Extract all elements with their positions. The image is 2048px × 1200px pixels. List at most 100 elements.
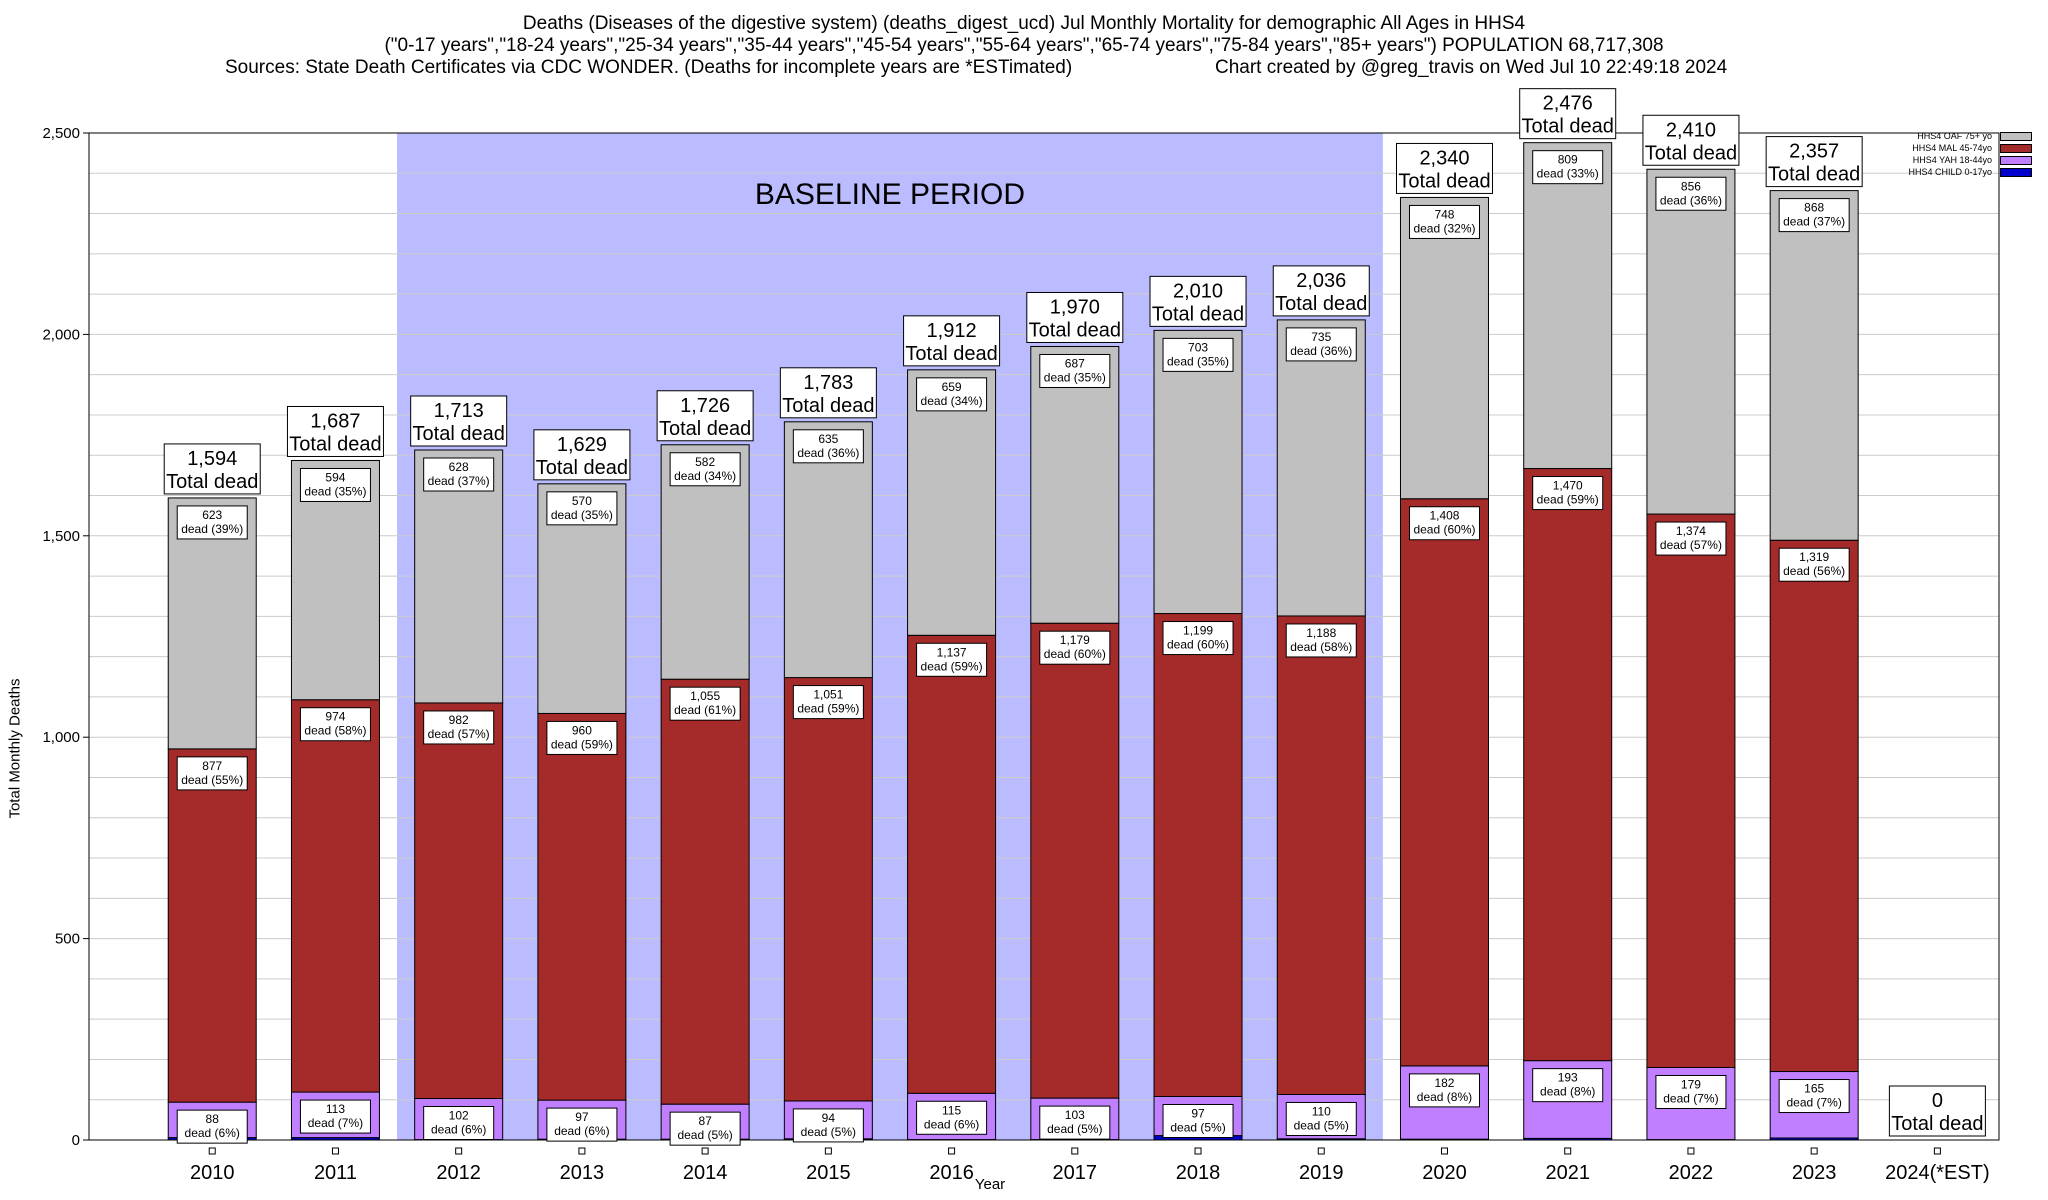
segment-data-label-text: dead (59%) — [921, 659, 983, 673]
y-axis-label-wrap: Total Monthly Deaths — [0, 678, 30, 818]
segment-data-label-box — [1778, 198, 1850, 233]
segment-data-label-box — [299, 707, 371, 742]
x-tick-label: 2010 — [190, 1162, 235, 1184]
segment-data-label-box — [423, 710, 495, 745]
segment-data-label-box — [299, 1099, 371, 1134]
total-label-box — [656, 390, 754, 442]
segment-data-label-text: 87 — [698, 1114, 712, 1128]
segment-data-label-box — [916, 377, 988, 412]
total-label-text: Total dead — [413, 423, 505, 445]
legend-entry: HHS4 MAL 45-74yo — [1840, 142, 2040, 154]
y-tick-label: 2,000 — [42, 326, 80, 343]
bar-segment — [907, 369, 997, 636]
chart-credit: Chart created by @greg_travis on Wed Jul… — [1215, 57, 1728, 78]
segment-data-label-box — [1532, 476, 1604, 511]
legend-label: HHS4 MAL 45-74yo — [1912, 143, 1992, 153]
total-label-box — [779, 367, 877, 419]
segment-data-label-text: dead (35%) — [1044, 370, 1106, 384]
segment-data-label-text: 960 — [572, 723, 592, 737]
total-label-value: 0 — [1932, 1090, 1943, 1112]
segment-data-label-box — [916, 1100, 988, 1135]
bar-segment — [1523, 468, 1613, 1062]
segment-data-label-text: dead (32%) — [1413, 221, 1475, 235]
total-label-text: Total dead — [1398, 170, 1490, 192]
segment-data-label-text: dead (59%) — [797, 702, 859, 716]
segment-data-label-text: dead (60%) — [1167, 638, 1229, 652]
total-label-text: Total dead — [1522, 116, 1614, 138]
total-label-box — [410, 395, 508, 447]
segment-data-label-box — [1285, 327, 1357, 362]
segment-data-label-text: dead (59%) — [1537, 493, 1599, 507]
y-tick-label: 2,500 — [42, 125, 80, 142]
total-label-box — [903, 315, 1001, 367]
segment-data-label-text: 809 — [1558, 153, 1578, 167]
segment-data-label-box — [1655, 176, 1727, 211]
total-label-value: 1,912 — [927, 320, 977, 342]
x-tick-label: 2014 — [683, 1162, 728, 1184]
total-label-value: 2,357 — [1789, 141, 1839, 163]
segment-data-label-text: 113 — [326, 1102, 345, 1116]
legend-swatch — [2000, 132, 2032, 141]
bar-segment — [414, 449, 504, 704]
total-label-box — [286, 405, 384, 457]
segment-data-label-box — [176, 1109, 248, 1144]
legend-label: HHS4 CHILD 0-17yo — [1908, 167, 1992, 177]
segment-data-label-box — [916, 642, 988, 677]
segment-data-label-text: dead (8%) — [1417, 1090, 1472, 1104]
segment-data-label-text: 877 — [202, 759, 222, 773]
x-tick-marker — [1194, 1147, 1202, 1155]
total-label-box — [1888, 1085, 1986, 1137]
segment-data-label-box — [669, 1111, 741, 1146]
segment-data-label-text: dead (60%) — [1413, 523, 1475, 537]
bar-segment — [167, 497, 257, 750]
total-label-box — [1765, 136, 1863, 188]
legend-swatch — [2000, 156, 2032, 165]
y-axis-label: Total Monthly Deaths — [6, 678, 24, 819]
total-label-text: Total dead — [1891, 1113, 1983, 1135]
total-label-box — [1642, 114, 1740, 166]
segment-data-label-box — [792, 685, 864, 720]
segment-data-label-box — [1162, 621, 1234, 656]
segment-data-label-text: 659 — [942, 380, 962, 394]
legend-entry: HHS4 YAH 18-44yo — [1840, 154, 2040, 166]
total-label-value: 2,340 — [1419, 147, 1469, 169]
total-label-value: 1,970 — [1050, 296, 1100, 318]
segment-data-label-box — [1039, 630, 1111, 665]
segment-data-label-text: dead (60%) — [1044, 647, 1106, 661]
segment-data-label-text: 1,408 — [1429, 509, 1459, 523]
segment-data-label-text: dead (6%) — [554, 1124, 609, 1138]
segment-data-label-text: dead (6%) — [924, 1117, 979, 1131]
segment-data-label-text: 102 — [449, 1109, 469, 1123]
total-label-value: 2,476 — [1543, 93, 1593, 115]
legend-entry: HHS4 OAF 75+ yo — [1840, 130, 2040, 142]
segment-data-label-text: 1,374 — [1676, 524, 1706, 538]
total-label-value: 1,783 — [803, 372, 853, 394]
total-label-box — [1272, 265, 1370, 317]
total-label-value: 1,713 — [434, 400, 484, 422]
segment-data-label-text: 94 — [822, 1111, 836, 1125]
segment-data-label-box — [669, 452, 741, 487]
total-label-text: Total dead — [659, 418, 751, 440]
total-label-text: Total dead — [905, 343, 997, 365]
segment-data-label-box — [669, 686, 741, 721]
x-tick-marker — [331, 1147, 339, 1155]
legend-label: HHS4 YAH 18-44yo — [1912, 155, 1992, 165]
segment-data-label-text: dead (39%) — [181, 522, 243, 536]
segment-data-label-text: dead (57%) — [428, 727, 490, 741]
